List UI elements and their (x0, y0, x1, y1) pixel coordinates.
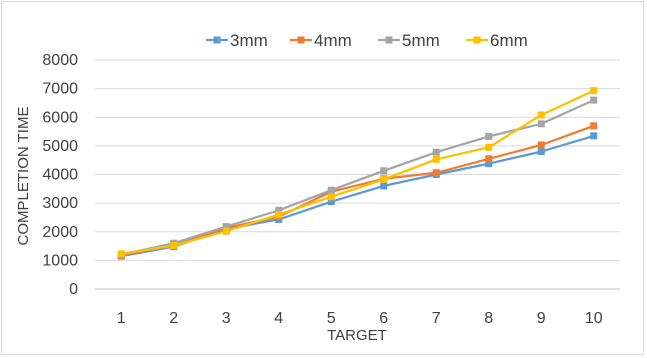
x-tick-label: 8 (484, 310, 493, 327)
x-axis-title: TARGET (327, 327, 387, 344)
data-point-5mm (432, 148, 440, 156)
x-tick-label: 6 (379, 310, 388, 327)
y-tick-label: 2000 (42, 224, 78, 241)
legend-item-4mm: 4mm (290, 31, 352, 50)
legend: 3mm 4mm 5mm 6mm (206, 31, 528, 50)
data-point-6mm (380, 175, 388, 183)
y-tick-label: 4000 (42, 167, 78, 184)
legend-item-6mm: 6mm (466, 31, 528, 50)
data-point-3mm (537, 148, 545, 156)
data-point-6mm (222, 227, 230, 235)
legend-label: 3mm (230, 31, 268, 50)
legend-label: 6mm (490, 31, 528, 50)
data-point-3mm (485, 160, 493, 168)
data-point-5mm (275, 206, 283, 214)
x-tick-label: 10 (585, 310, 603, 327)
x-tick-label: 3 (222, 310, 231, 327)
data-point-6mm (117, 250, 125, 258)
data-point-4mm (537, 141, 545, 149)
legend-label: 5mm (402, 31, 440, 50)
data-point-5mm (485, 132, 493, 140)
series-line-6mm (121, 89, 595, 255)
y-tick-label: 1000 (42, 252, 78, 269)
x-tick-label: 7 (432, 310, 441, 327)
legend-marker (385, 36, 393, 44)
data-point-5mm (537, 120, 545, 128)
x-tick-labels: 1 2 3 4 5 6 7 8 9 10 (117, 310, 603, 327)
y-tick-label: 8000 (42, 52, 78, 69)
y-tick-labels: 0 1000 2000 3000 4000 5000 6000 7000 8000 (42, 52, 78, 298)
x-tick-label: 4 (274, 310, 283, 327)
legend-label: 4mm (314, 31, 352, 50)
data-point-6mm (327, 193, 335, 201)
x-tick-label: 9 (537, 310, 546, 327)
legend-marker (473, 36, 481, 44)
data-point-4mm (432, 169, 440, 177)
data-point-4mm (590, 122, 598, 130)
data-point-6mm (170, 241, 178, 249)
data-point-4mm (485, 155, 493, 163)
x-tick-label: 1 (117, 310, 126, 327)
y-axis-title: COMPLETION TIME (15, 107, 32, 246)
y-tick-label: 6000 (42, 109, 78, 126)
data-point-6mm (275, 211, 283, 219)
gridlines (95, 59, 620, 261)
y-tick-label: 3000 (42, 195, 78, 212)
y-tick-label: 5000 (42, 138, 78, 155)
y-tick-label: 0 (69, 281, 78, 298)
data-point-5mm (380, 167, 388, 175)
data-point-3mm (590, 132, 598, 140)
legend-marker (213, 36, 221, 44)
data-point-6mm (590, 87, 598, 95)
data-point-5mm (222, 223, 230, 231)
data-point-6mm (432, 155, 440, 163)
series-lines (121, 89, 595, 258)
legend-item-3mm: 3mm (206, 31, 268, 50)
data-point-5mm (590, 96, 598, 104)
series-line-4mm (121, 124, 595, 257)
x-tick-label: 5 (327, 310, 336, 327)
data-point-6mm (485, 143, 493, 151)
series-markers (117, 87, 598, 260)
legend-item-5mm: 5mm (378, 31, 440, 50)
data-point-5mm (327, 186, 335, 194)
data-point-3mm (327, 198, 335, 206)
legend-marker (297, 36, 305, 44)
x-tick-label: 2 (169, 310, 178, 327)
data-point-3mm (380, 182, 388, 190)
data-point-6mm (537, 111, 545, 119)
y-tick-label: 7000 (42, 81, 78, 98)
